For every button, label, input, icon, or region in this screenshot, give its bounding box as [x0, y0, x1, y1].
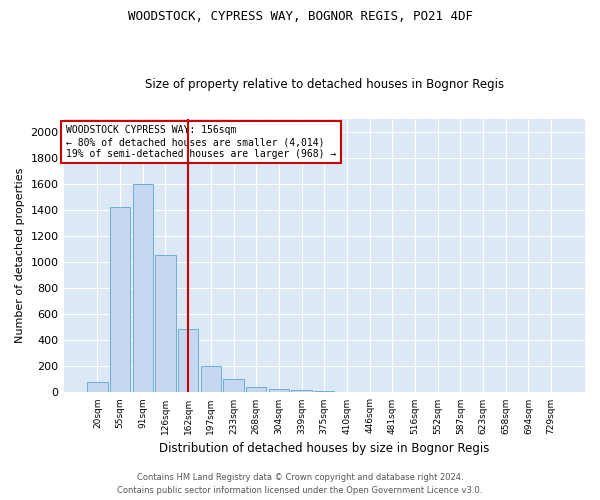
- Bar: [269, 389, 289, 392]
- Bar: [155, 256, 176, 392]
- Text: WOODSTOCK, CYPRESS WAY, BOGNOR REGIS, PO21 4DF: WOODSTOCK, CYPRESS WAY, BOGNOR REGIS, PO…: [128, 10, 473, 23]
- Title: Size of property relative to detached houses in Bognor Regis: Size of property relative to detached ho…: [145, 78, 504, 91]
- Y-axis label: Number of detached properties: Number of detached properties: [15, 168, 25, 343]
- Bar: [246, 386, 266, 392]
- Bar: [200, 366, 221, 392]
- Bar: [223, 378, 244, 392]
- Text: Contains HM Land Registry data © Crown copyright and database right 2024.
Contai: Contains HM Land Registry data © Crown c…: [118, 474, 482, 495]
- Bar: [87, 382, 107, 392]
- Bar: [292, 390, 312, 392]
- Bar: [178, 328, 199, 392]
- Bar: [314, 391, 334, 392]
- X-axis label: Distribution of detached houses by size in Bognor Regis: Distribution of detached houses by size …: [159, 442, 490, 455]
- Text: WOODSTOCK CYPRESS WAY: 156sqm
← 80% of detached houses are smaller (4,014)
19% o: WOODSTOCK CYPRESS WAY: 156sqm ← 80% of d…: [66, 126, 337, 158]
- Bar: [133, 184, 153, 392]
- Bar: [110, 207, 130, 392]
